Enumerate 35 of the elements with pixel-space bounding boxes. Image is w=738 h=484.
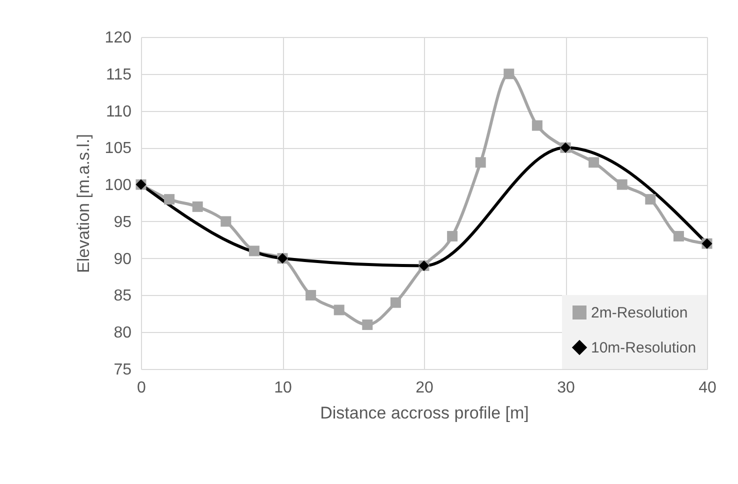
y-tick-label: 115 <box>106 66 132 84</box>
point <box>362 319 373 330</box>
x-tick-label: 40 <box>698 380 716 396</box>
x-tick-label: 30 <box>557 380 575 396</box>
y-tick-label: 95 <box>114 214 132 231</box>
y-tick-label: 110 <box>106 103 132 120</box>
y-tick-label: 100 <box>104 177 132 194</box>
x-tick-label: 10 <box>274 380 292 396</box>
point <box>248 246 260 256</box>
point <box>306 290 316 300</box>
legend-label: 2m-Resolution <box>591 304 688 322</box>
point <box>164 194 175 205</box>
point <box>645 194 656 205</box>
point <box>504 68 514 80</box>
y-tick-label: 90 <box>114 250 132 268</box>
legend-label: 10m-Resolution <box>591 340 696 356</box>
y-tick-label: 75 <box>114 362 132 378</box>
x-tick-label: 0 <box>137 380 146 396</box>
point <box>220 216 232 227</box>
y-tick-label: 120 <box>104 30 132 46</box>
point <box>447 230 458 242</box>
y-tick-label: 80 <box>114 324 132 342</box>
point <box>673 230 684 242</box>
point <box>588 157 600 168</box>
point <box>334 304 344 316</box>
y-tick-label: 85 <box>114 288 132 305</box>
y-tick-label: 105 <box>104 140 132 158</box>
x-axis-title: Distance accross profile [m] <box>320 404 529 422</box>
point <box>390 297 401 308</box>
point <box>192 201 203 212</box>
point <box>616 179 628 190</box>
x-tick-label: 20 <box>416 380 434 396</box>
point <box>532 120 542 131</box>
y-axis-title: Elevation [m.a.s.l.] <box>74 134 93 273</box>
point <box>475 157 486 168</box>
